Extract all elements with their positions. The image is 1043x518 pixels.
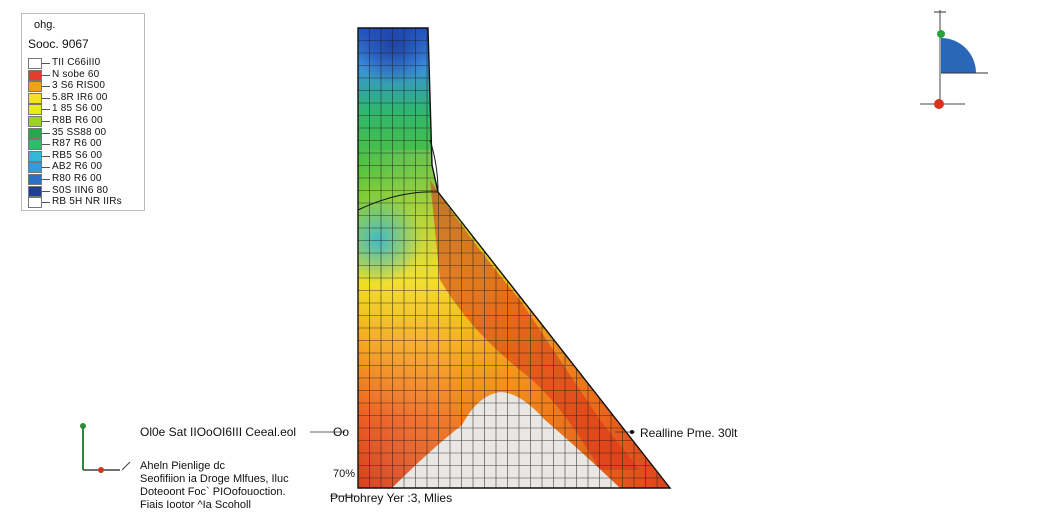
legend-swatch <box>28 104 42 116</box>
legend-row: N sobe 60 <box>28 68 140 81</box>
legend-tick <box>42 190 50 192</box>
legend-label: RB5 S6 00 <box>52 149 103 161</box>
bottom-value-label: 70% <box>333 468 356 480</box>
legend-tick <box>42 155 50 157</box>
legend-row: 35 SS88 00 <box>28 126 140 139</box>
legend-tick <box>42 97 50 99</box>
legend-tick <box>42 202 50 204</box>
bottom-annotation: PoHohrey Yer :3, Mlies <box>330 491 453 505</box>
legend-tick <box>42 86 50 88</box>
coordinate-axes-icon <box>80 423 131 473</box>
legend-swatch <box>28 185 42 197</box>
legend-swatch <box>28 162 42 174</box>
note-line-3: Doteoont Foc` PIOofouoction. <box>140 486 286 498</box>
legend-swatch <box>28 81 42 93</box>
legend-row: TII C66iII0 <box>28 57 140 69</box>
right-annotation: Realline Pme. 30lt <box>640 426 738 440</box>
legend-tick <box>42 109 50 111</box>
legend-label: R8B R6 00 <box>52 115 103 126</box>
legend-tick <box>42 144 50 146</box>
legend-label: 3 S6 RIS00 <box>52 80 106 92</box>
legend-row: 1 85 S6 00 <box>28 103 140 116</box>
legend-tick <box>42 167 50 169</box>
legend-row: 5.8R IR6 00 <box>28 91 140 104</box>
orientation-triad-icon <box>920 10 988 109</box>
legend-swatch <box>28 92 42 104</box>
legend-row: AB2 R6 00 <box>28 161 140 174</box>
legend-label: R80 R6 00 <box>52 173 102 184</box>
dam-body <box>358 28 670 488</box>
legend-row: R8B R6 00 <box>28 115 140 127</box>
legend-swatch <box>28 139 42 151</box>
legend-row: S0S IIN6 80 <box>28 184 140 197</box>
legend-swatch <box>28 127 42 139</box>
legend-label: AB2 R6 00 <box>52 161 103 173</box>
legend-label: 35 SS88 00 <box>52 126 107 138</box>
legend-swatch <box>28 197 42 209</box>
legend-tick <box>42 132 50 134</box>
legend-row: RB5 S6 00 <box>28 149 140 162</box>
top-value-label: Oo <box>333 425 350 439</box>
legend-title: ohg. <box>34 19 56 31</box>
legend-label: 5.8R IR6 00 <box>52 91 108 103</box>
legend-swatch <box>28 58 42 69</box>
legend-row: R80 R6 00 <box>28 173 140 185</box>
legend-tick <box>42 179 50 180</box>
legend-label: N sobe 60 <box>52 68 100 80</box>
legend-label: RB 5H NR IIRs <box>52 196 122 208</box>
legend-tick <box>42 121 50 122</box>
note-line-4: Fiais Iootor ^Ia Scoholl <box>140 499 251 511</box>
legend-row: 3 S6 RIS00 <box>28 80 140 93</box>
note-line-1: Aheln Pienlige dc <box>140 460 226 472</box>
legend-label: TII C66iII0 <box>52 57 101 68</box>
legend-swatch <box>28 116 42 127</box>
legend-tick <box>42 63 50 64</box>
legend-swatch <box>28 69 42 81</box>
note-line-2: Seofifiion ia Droge Mlfues, Iluc <box>140 473 289 485</box>
legend-row: R87 R6 00 <box>28 138 140 151</box>
legend-label: S0S IIN6 80 <box>52 184 109 196</box>
legend-label: 1 85 S6 00 <box>52 103 103 115</box>
legend-swatch <box>28 150 42 162</box>
legend-label: R87 R6 00 <box>52 138 102 150</box>
legend-tick <box>42 74 50 76</box>
legend-swatch <box>28 174 42 185</box>
legend-subtitle: Sooc. 9067 <box>28 37 89 51</box>
low-stress-zone <box>392 392 620 488</box>
left-annotation: Ol0e Sat IIOoOI6III Ceeal.eol <box>140 425 297 439</box>
legend-row: RB 5H NR IIRs <box>28 196 140 209</box>
contour-legend: ohg. Sooc. 9067 TII C66iII0 N sobe 60 3 S6… <box>21 13 145 211</box>
